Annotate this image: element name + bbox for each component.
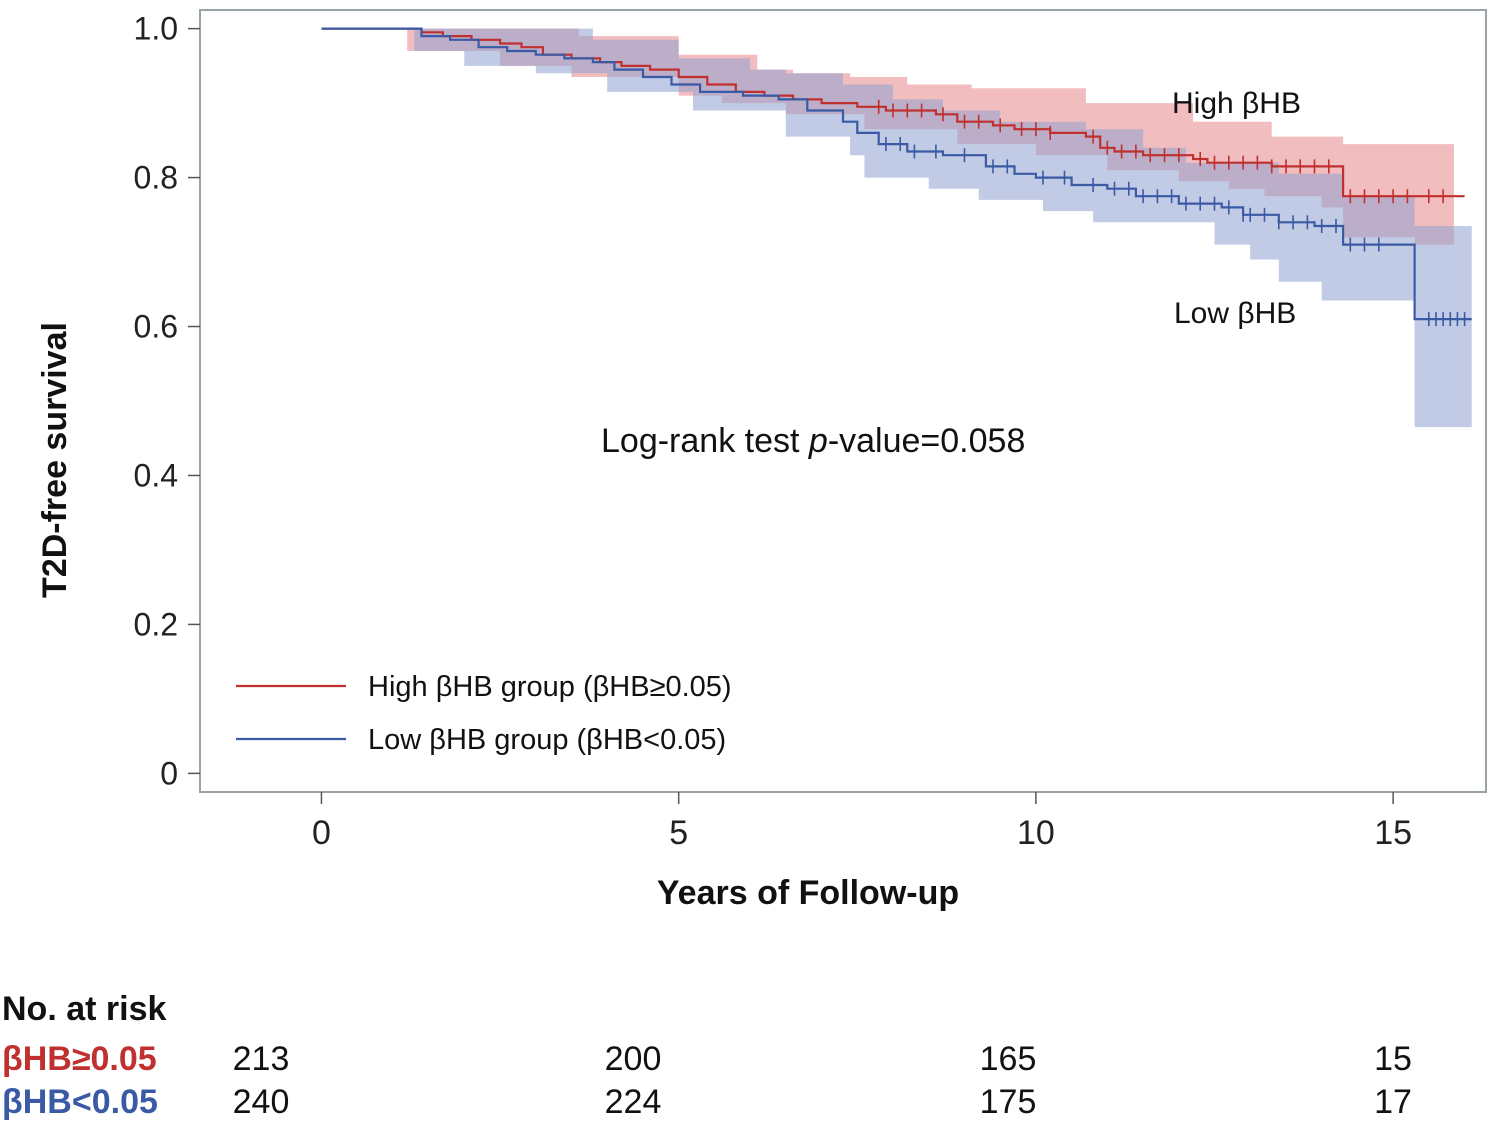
plot-frame	[199, 9, 1487, 793]
y-tick-label: 0.4	[134, 457, 178, 493]
risk-low-t10: 175	[979, 1083, 1037, 1121]
risk-table-title: No. at risk	[2, 990, 167, 1028]
survival-line-low	[321, 27, 1472, 321]
x-axis: 0 5 10 15	[312, 792, 1412, 852]
low-series-label: Low βHB	[1174, 297, 1296, 330]
y-tick-label: 0.6	[134, 309, 178, 345]
risk-row-label-high: βHB≥0.05	[2, 1040, 157, 1078]
legend: High βHB group (βHB≥0.05) Low βHB group …	[236, 671, 732, 756]
risk-low-t15: 17	[1374, 1083, 1412, 1121]
legend-label-high: High βHB group (βHB≥0.05)	[368, 671, 732, 703]
risk-row-label-low: βHB<0.05	[2, 1083, 158, 1121]
x-tick-label: 10	[1017, 814, 1055, 852]
risk-high-t5: 200	[604, 1040, 662, 1078]
x-tick-label: 15	[1374, 814, 1412, 852]
x-axis-title: Years of Follow-up	[657, 874, 959, 912]
y-tick-label: 0.8	[134, 160, 178, 196]
survival-line-high	[321, 27, 1465, 198]
risk-high-t10: 165	[979, 1040, 1037, 1078]
y-tick-label: 0	[160, 755, 178, 791]
log-rank-annotation: Log-rank test p-value=0.058	[601, 422, 1025, 460]
y-axis-title: T2D-free survival	[36, 322, 74, 598]
legend-label-low: Low βHB group (βHB<0.05)	[368, 724, 726, 756]
risk-low-t5: 224	[604, 1083, 662, 1121]
y-axis: 0 0.2 0.4 0.6 0.8 1.0	[134, 11, 200, 791]
km-survival-chart: 0 0.2 0.4 0.6 0.8 1.0 0 5 10 15 T2D-free surviva…	[36, 9, 1487, 912]
high-series-label: High βHB	[1172, 87, 1301, 120]
risk-high-t15: 15	[1374, 1040, 1412, 1078]
x-tick-label: 0	[312, 814, 331, 852]
risk-low-t0: 240	[232, 1083, 290, 1121]
confidence-band-low	[321, 28, 1472, 428]
risk-high-t0: 213	[232, 1040, 290, 1078]
x-tick-label: 5	[669, 814, 688, 852]
y-tick-label: 1.0	[134, 11, 178, 47]
y-tick-label: 0.2	[134, 606, 178, 642]
